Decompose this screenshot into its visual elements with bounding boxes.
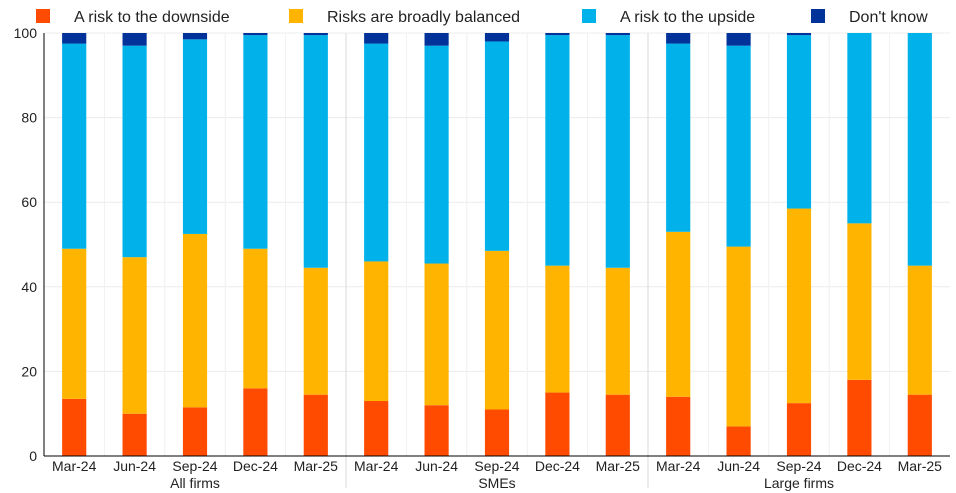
bar-segment <box>183 407 207 456</box>
bar-segment <box>62 44 86 249</box>
group-label: All firms <box>170 475 220 491</box>
group-label: SMEs <box>478 475 515 491</box>
legend: A risk to the downside Risks are broadly … <box>36 9 928 26</box>
bar-segment <box>787 209 811 404</box>
y-tick-label: 60 <box>21 194 37 210</box>
bar-segment <box>545 393 569 456</box>
bar-segment <box>727 33 751 46</box>
bar-segment <box>545 33 569 35</box>
bar-segment <box>606 33 630 35</box>
bar-segment <box>123 414 147 456</box>
bar-segment <box>304 33 328 35</box>
bar-segment <box>545 266 569 393</box>
bar-segment <box>666 44 690 232</box>
x-tick-label: Sep-24 <box>172 458 217 474</box>
bar-segment <box>425 33 449 46</box>
x-tick-label: Mar-24 <box>354 458 399 474</box>
bar-segment <box>727 426 751 456</box>
legend-swatch <box>36 9 50 23</box>
bar-segment <box>62 249 86 399</box>
bar-segment <box>243 35 267 249</box>
bar-segment <box>666 232 690 397</box>
y-tick-label: 40 <box>21 279 37 295</box>
x-tick-label: Mar-25 <box>596 458 641 474</box>
bar-segment <box>908 395 932 456</box>
bar-segment <box>364 401 388 456</box>
bar-segment <box>908 266 932 395</box>
x-tick-label: Dec-24 <box>535 458 580 474</box>
bar-segment <box>425 264 449 406</box>
x-tick-label: Dec-24 <box>233 458 278 474</box>
bar-segment <box>243 388 267 456</box>
x-axis-ticks: Mar-24 Jun-24 Sep-24 Dec-24 Mar-25 Mar-24 Jun-… <box>52 458 942 474</box>
bar-segment <box>606 268 630 395</box>
x-tick-label: Mar-24 <box>656 458 701 474</box>
x-tick-label: Mar-25 <box>898 458 943 474</box>
x-tick-label: Sep-24 <box>776 458 821 474</box>
bar-segment <box>364 44 388 262</box>
bar-segment <box>485 251 509 410</box>
legend-swatch <box>289 9 303 23</box>
bar-segment <box>485 409 509 456</box>
bar-segment <box>364 261 388 401</box>
bar-segment <box>847 380 871 456</box>
bar-segment <box>123 46 147 258</box>
bar-segment <box>847 223 871 380</box>
x-tick-label: Jun-24 <box>415 458 458 474</box>
bar-segment <box>243 33 267 35</box>
bar-segment <box>787 33 811 35</box>
bar-segment <box>183 39 207 234</box>
bar-segment <box>787 403 811 456</box>
bar-segment <box>62 33 86 44</box>
x-tick-label: Jun-24 <box>113 458 156 474</box>
x-tick-label: Dec-24 <box>837 458 882 474</box>
x-tick-label: Mar-25 <box>294 458 339 474</box>
bar-segment <box>304 35 328 268</box>
bar-segment <box>243 249 267 389</box>
bar-segment <box>545 35 569 266</box>
bar-segment <box>485 41 509 250</box>
legend-label: Risks are broadly balanced <box>327 9 520 26</box>
x-tick-label: Sep-24 <box>474 458 519 474</box>
group-label: Large firms <box>764 475 834 491</box>
y-tick-label: 20 <box>21 363 37 379</box>
bar-segment <box>123 257 147 414</box>
bar-segment <box>183 33 207 39</box>
bar-segment <box>304 395 328 456</box>
legend-swatch <box>582 9 596 23</box>
legend-label: A risk to the upside <box>620 9 755 26</box>
x-tick-label: Jun-24 <box>717 458 760 474</box>
bar-segment <box>123 33 147 46</box>
bar-segment <box>727 247 751 427</box>
bar-segment <box>666 33 690 44</box>
legend-label: Don't know <box>849 9 928 26</box>
bar-segment <box>304 268 328 395</box>
bar-segment <box>908 33 932 266</box>
y-tick-label: 80 <box>21 110 37 126</box>
bar-segment <box>666 397 690 456</box>
x-tick-label: Mar-24 <box>52 458 97 474</box>
y-tick-label: 0 <box>29 448 37 464</box>
y-axis-ticks: 0 20 40 60 80 100 <box>14 25 38 464</box>
legend-swatch <box>811 9 825 23</box>
bar-segment <box>425 46 449 264</box>
bar-segment <box>62 399 86 456</box>
legend-label: A risk to the downside <box>74 9 230 26</box>
bar-segment <box>787 35 811 208</box>
bar-segment <box>606 395 630 456</box>
bars <box>62 33 932 456</box>
group-labels: All firms SMEs Large firms <box>170 475 834 491</box>
bar-segment <box>425 405 449 456</box>
bar-segment <box>727 46 751 247</box>
y-tick-label: 100 <box>14 25 38 41</box>
bar-segment <box>183 234 207 407</box>
bar-segment <box>606 35 630 268</box>
bar-segment <box>364 33 388 44</box>
bar-segment <box>847 33 871 223</box>
bar-segment <box>485 33 509 41</box>
